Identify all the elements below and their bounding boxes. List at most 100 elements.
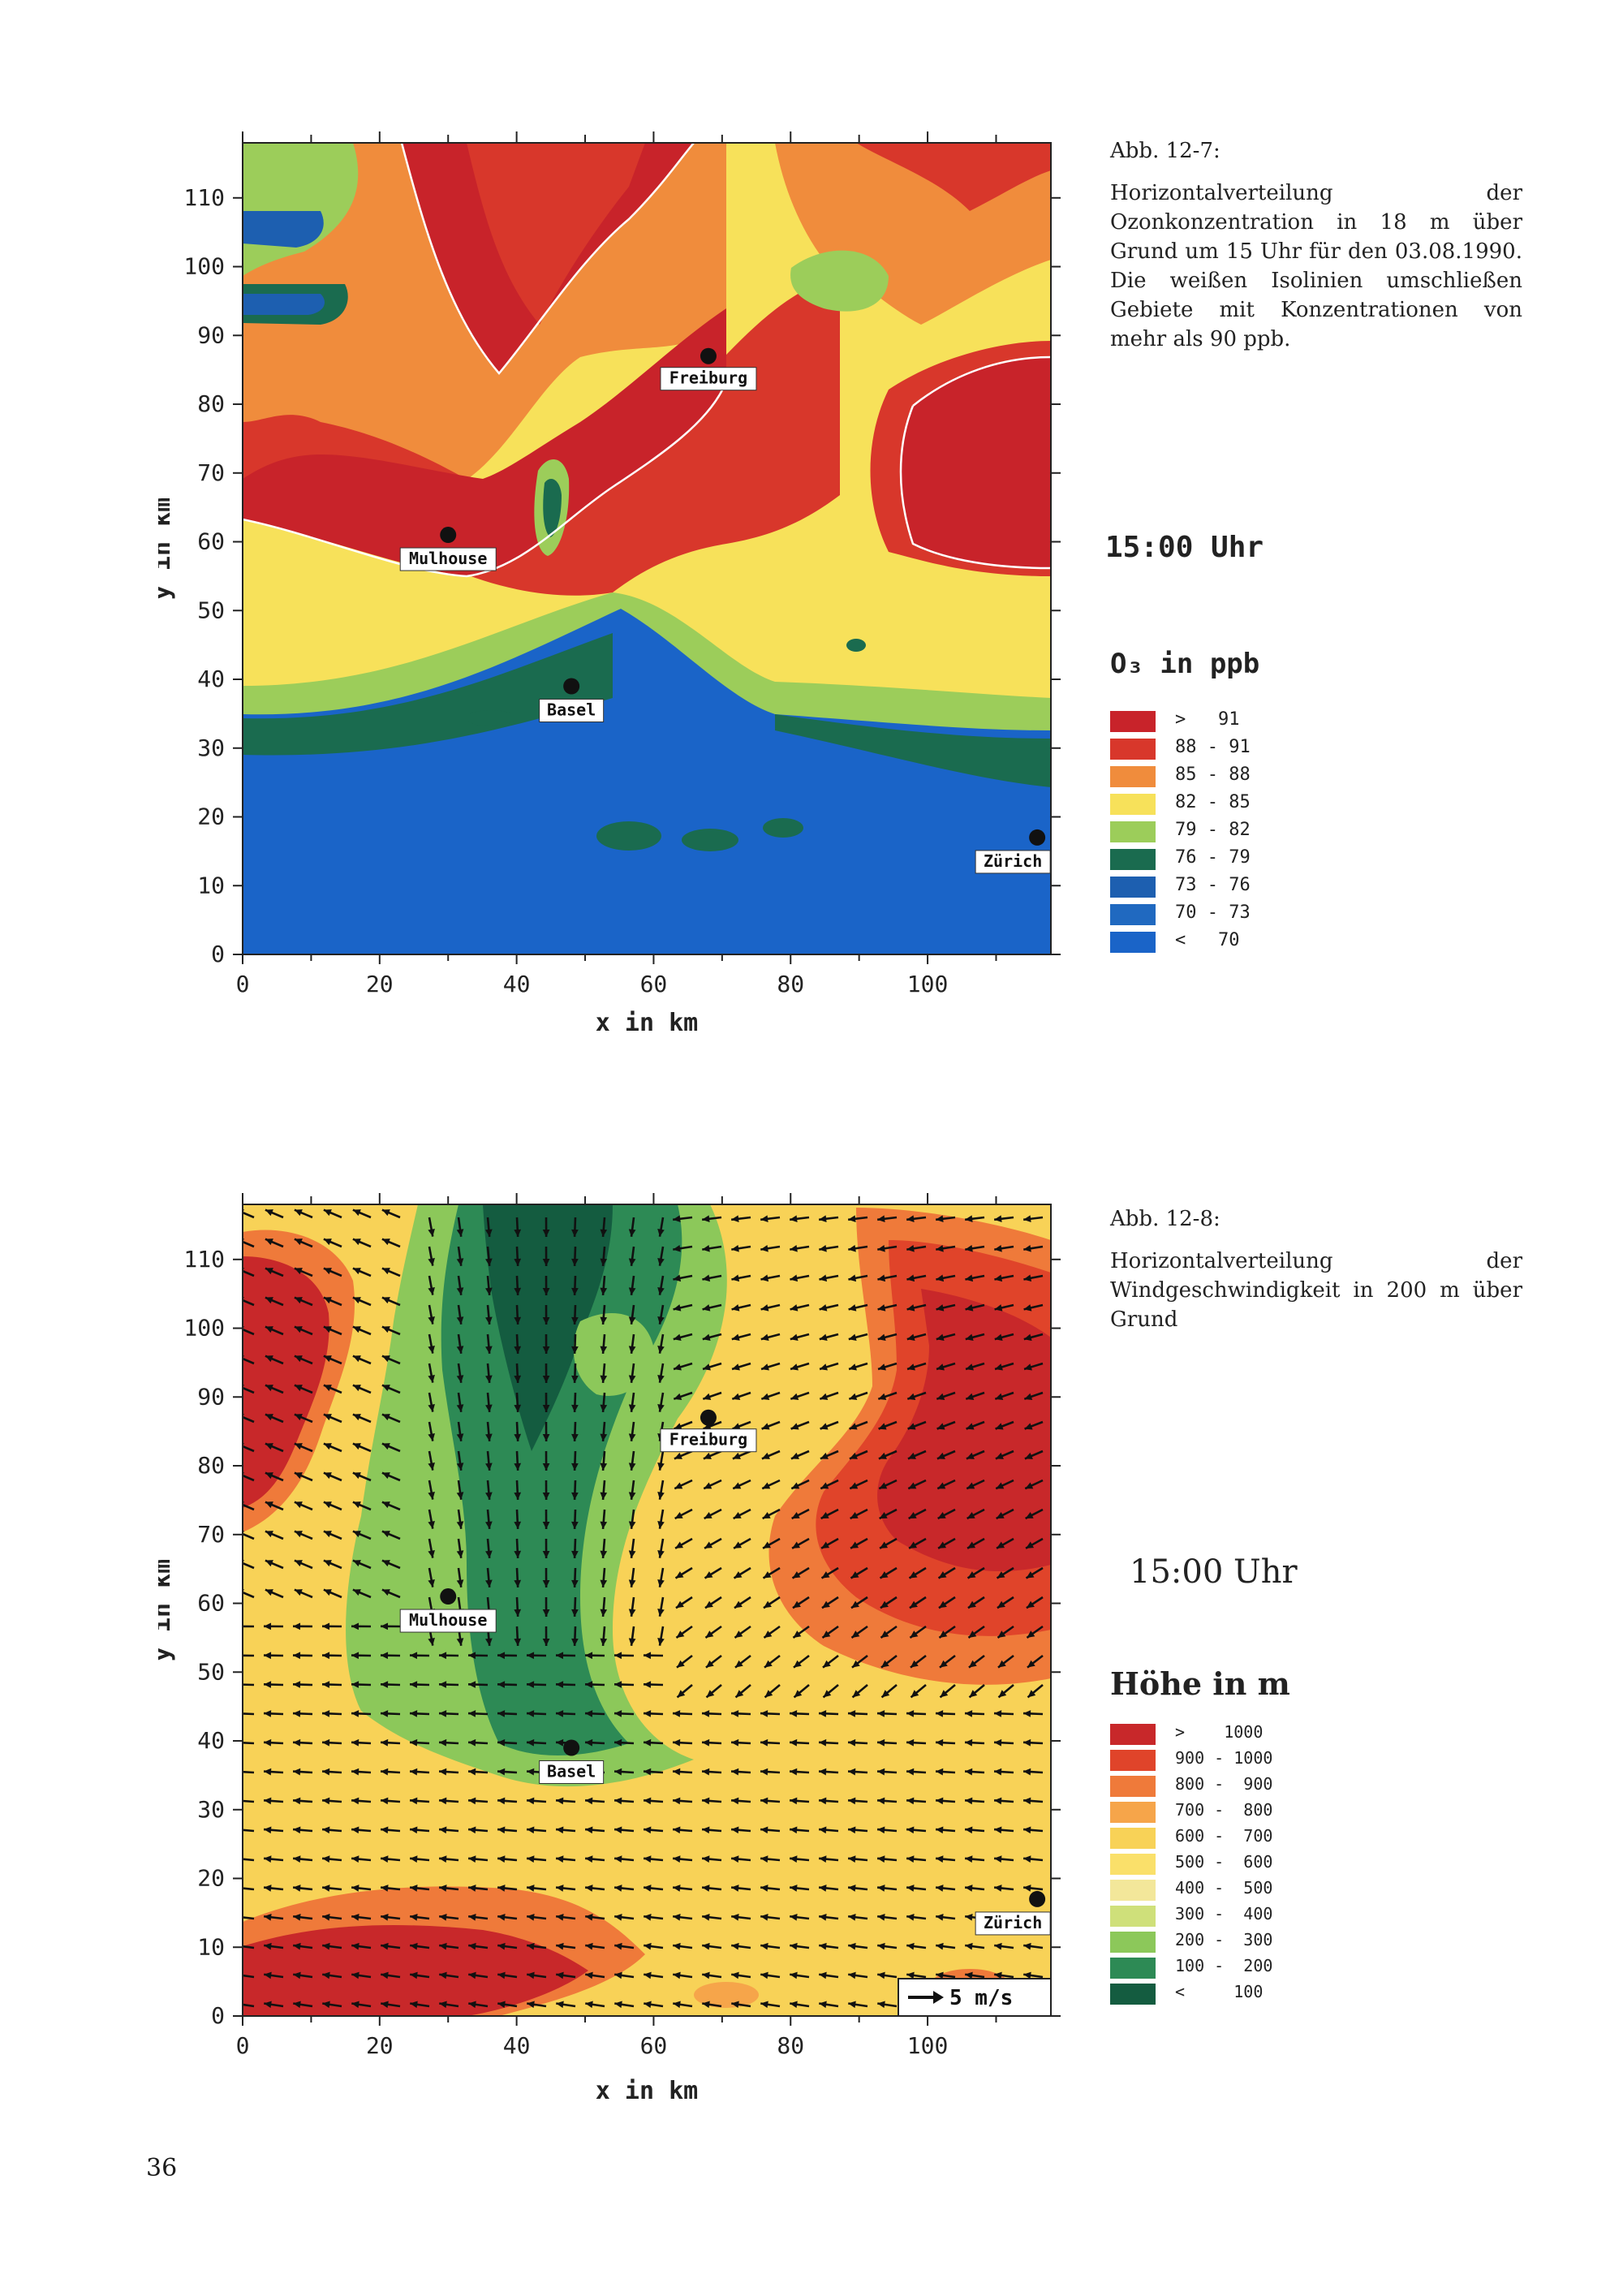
wind-arrow-head (936, 1942, 944, 1950)
wind-arrow-head (702, 1855, 710, 1863)
city-label: Mulhouse (409, 1610, 487, 1630)
plot-frame (242, 1204, 1052, 2017)
wind-arrow-head (1027, 1690, 1036, 1698)
wind-arrow-head (485, 1229, 493, 1237)
y-tick-label: 70 (197, 459, 225, 486)
wind-arrow-head (381, 1797, 389, 1805)
wind-arrow-head (790, 1244, 798, 1252)
wind-arrow-head (911, 1690, 919, 1698)
wind-arrow-head (556, 1913, 564, 1921)
wind-arrow-head (628, 1579, 636, 1587)
city-markers: Freiburg Mulhouse Basel Zürich (399, 347, 1051, 874)
wind-arrow-head (293, 1913, 301, 1921)
wind-arrow-head (850, 1512, 859, 1518)
wind-arrow-head (1024, 1363, 1032, 1371)
wind-arrow-head (351, 1797, 359, 1805)
wind-arrow-head (628, 1462, 636, 1471)
wind-arrow-head (997, 1541, 1005, 1549)
wind-arrow-head (994, 1826, 1002, 1834)
wind-arrow-head (994, 1333, 1003, 1342)
wind-arrow-head (381, 1531, 390, 1538)
wind-arrow-head (485, 1521, 493, 1529)
wind-arrow-head (485, 1316, 493, 1325)
wind-arrow-head (819, 1855, 827, 1863)
wind-arrow-head (628, 1521, 636, 1529)
wind-arrow-head (428, 1462, 435, 1471)
wind-arrow-head (265, 1443, 273, 1450)
wind-arrow-head (965, 1333, 974, 1342)
wind-arrow-head (293, 2001, 301, 2009)
wind-arrow-shaft (243, 1916, 255, 1920)
wind-arrow-head (761, 1423, 770, 1430)
wind-arrow-head (497, 1942, 506, 1950)
wind-arrow-head (265, 1501, 273, 1509)
wind-arrow-head (1024, 1423, 1033, 1430)
wind-arrow-head (235, 1681, 242, 1688)
wind-arrow-head (705, 1630, 714, 1638)
ozone-field (243, 143, 1051, 954)
wind-arrow-head (995, 1452, 1004, 1459)
wind-arrow-head (628, 1316, 636, 1325)
wind-arrow-head (497, 1826, 506, 1834)
wind-arrow-head (351, 2001, 359, 2009)
wind-arrow-head (410, 2001, 418, 2009)
city-label-box (539, 1760, 605, 1784)
legend-entry: 79 - 82 (1110, 818, 1297, 846)
wind-arrow-head (760, 1942, 768, 1950)
y-tick-label: 20 (197, 1865, 225, 1892)
wind-arrow-head (352, 1560, 361, 1567)
legend-swatch (1110, 1828, 1156, 1849)
wind-arrow-head (1023, 1826, 1031, 1834)
legend-entry: 400 - 500 (1110, 1876, 1297, 1902)
wind-arrow-head (644, 2001, 652, 2009)
wind-arrow-head (439, 1826, 447, 1834)
time-label: 15:00 Uhr (1105, 531, 1264, 564)
wind-arrow-head (936, 1885, 944, 1892)
wind-arrow-head (997, 1660, 1006, 1668)
wind-arrow-head (485, 1258, 493, 1266)
city-label: Freiburg (669, 1430, 747, 1450)
wind-arrow-head (351, 1913, 359, 1921)
wind-arrow-head (819, 1274, 828, 1282)
wind-arrow-head (497, 1855, 506, 1863)
wind-arrow-head (657, 1521, 665, 1529)
wind-arrow-head (585, 1971, 593, 1979)
wind-arrow-shaft (243, 1683, 255, 1686)
city-label-box (660, 367, 757, 391)
wind-arrow-head (456, 1433, 464, 1441)
wind-arrow-head (995, 1393, 1004, 1400)
y-axis-label: y in km (158, 1559, 176, 1661)
wind-arrow-head (792, 1600, 801, 1609)
wind-arrow-head (265, 1326, 273, 1333)
wind-arrow-head (514, 1346, 522, 1354)
wind-arrow-head (877, 1942, 885, 1950)
wind-arrow-head (439, 1797, 447, 1805)
wind-arrow-head (793, 1630, 802, 1638)
wind-arrow-head (628, 1346, 636, 1354)
wind-arrow-head (585, 1826, 593, 1834)
y-tick-label: 20 (197, 803, 225, 830)
wind-arrow-head (792, 1571, 801, 1579)
wind-arrow-head (468, 1885, 476, 1892)
wind-arrow-head (877, 1304, 886, 1312)
wind-arrow-head (351, 1855, 359, 1863)
wind-arrow-head (485, 1404, 493, 1412)
wind-arrow-head (410, 1738, 418, 1747)
wind-arrow-head (731, 1215, 739, 1223)
wind-arrow-shaft (243, 1770, 255, 1774)
wind-arrow-head (760, 1738, 768, 1747)
wind-arrow-head (906, 1215, 915, 1223)
wind-arrow-head (381, 1209, 390, 1217)
wind-arrow-head (644, 1885, 652, 1892)
wind-arrow-head (907, 1363, 915, 1371)
wind-arrow-head (439, 1913, 447, 1921)
wind-arrow-head (264, 1622, 272, 1630)
wind-arrow-head (733, 1512, 742, 1518)
wind-arrow-head (965, 1738, 973, 1747)
x-axis-label: x in km (596, 2077, 698, 2105)
wind-arrow-head (968, 1660, 977, 1668)
wind-arrow-head (965, 1797, 973, 1805)
wind-arrow-head (352, 1209, 361, 1217)
x-tick-label: 40 (503, 971, 531, 997)
wind-arrow-head (410, 1710, 418, 1717)
